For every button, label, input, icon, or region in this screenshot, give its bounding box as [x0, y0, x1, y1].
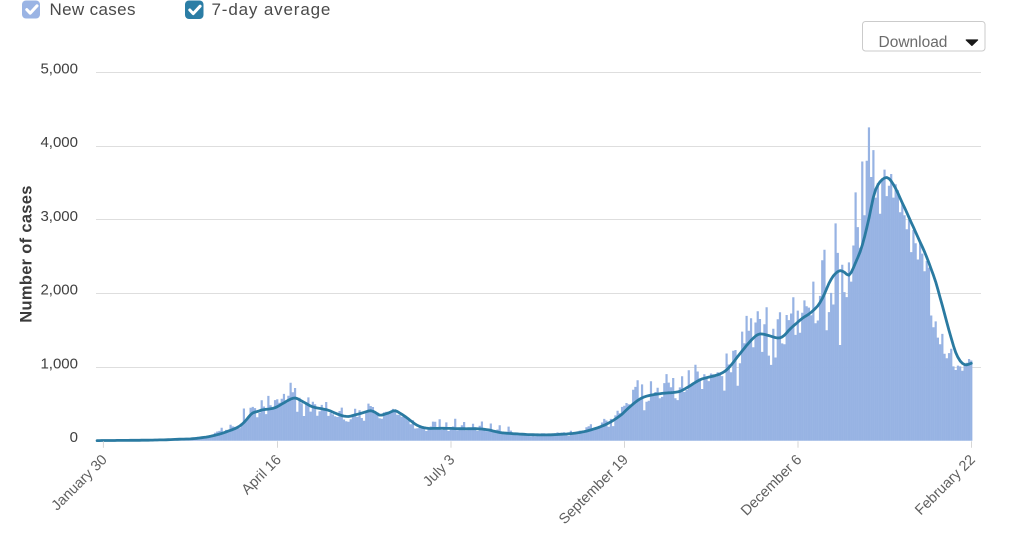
- svg-text:7-day average: 7-day average: [212, 0, 332, 19]
- svg-text:2,000: 2,000: [40, 282, 78, 299]
- svg-text:4,000: 4,000: [40, 134, 78, 151]
- svg-text:New cases: New cases: [50, 0, 136, 19]
- svg-text:1,000: 1,000: [40, 355, 78, 372]
- svg-text:5,000: 5,000: [40, 61, 78, 78]
- svg-text:Download: Download: [879, 34, 948, 51]
- svg-text:0: 0: [70, 429, 78, 446]
- svg-text:3,000: 3,000: [40, 208, 78, 225]
- svg-text:Number of cases: Number of cases: [18, 185, 36, 322]
